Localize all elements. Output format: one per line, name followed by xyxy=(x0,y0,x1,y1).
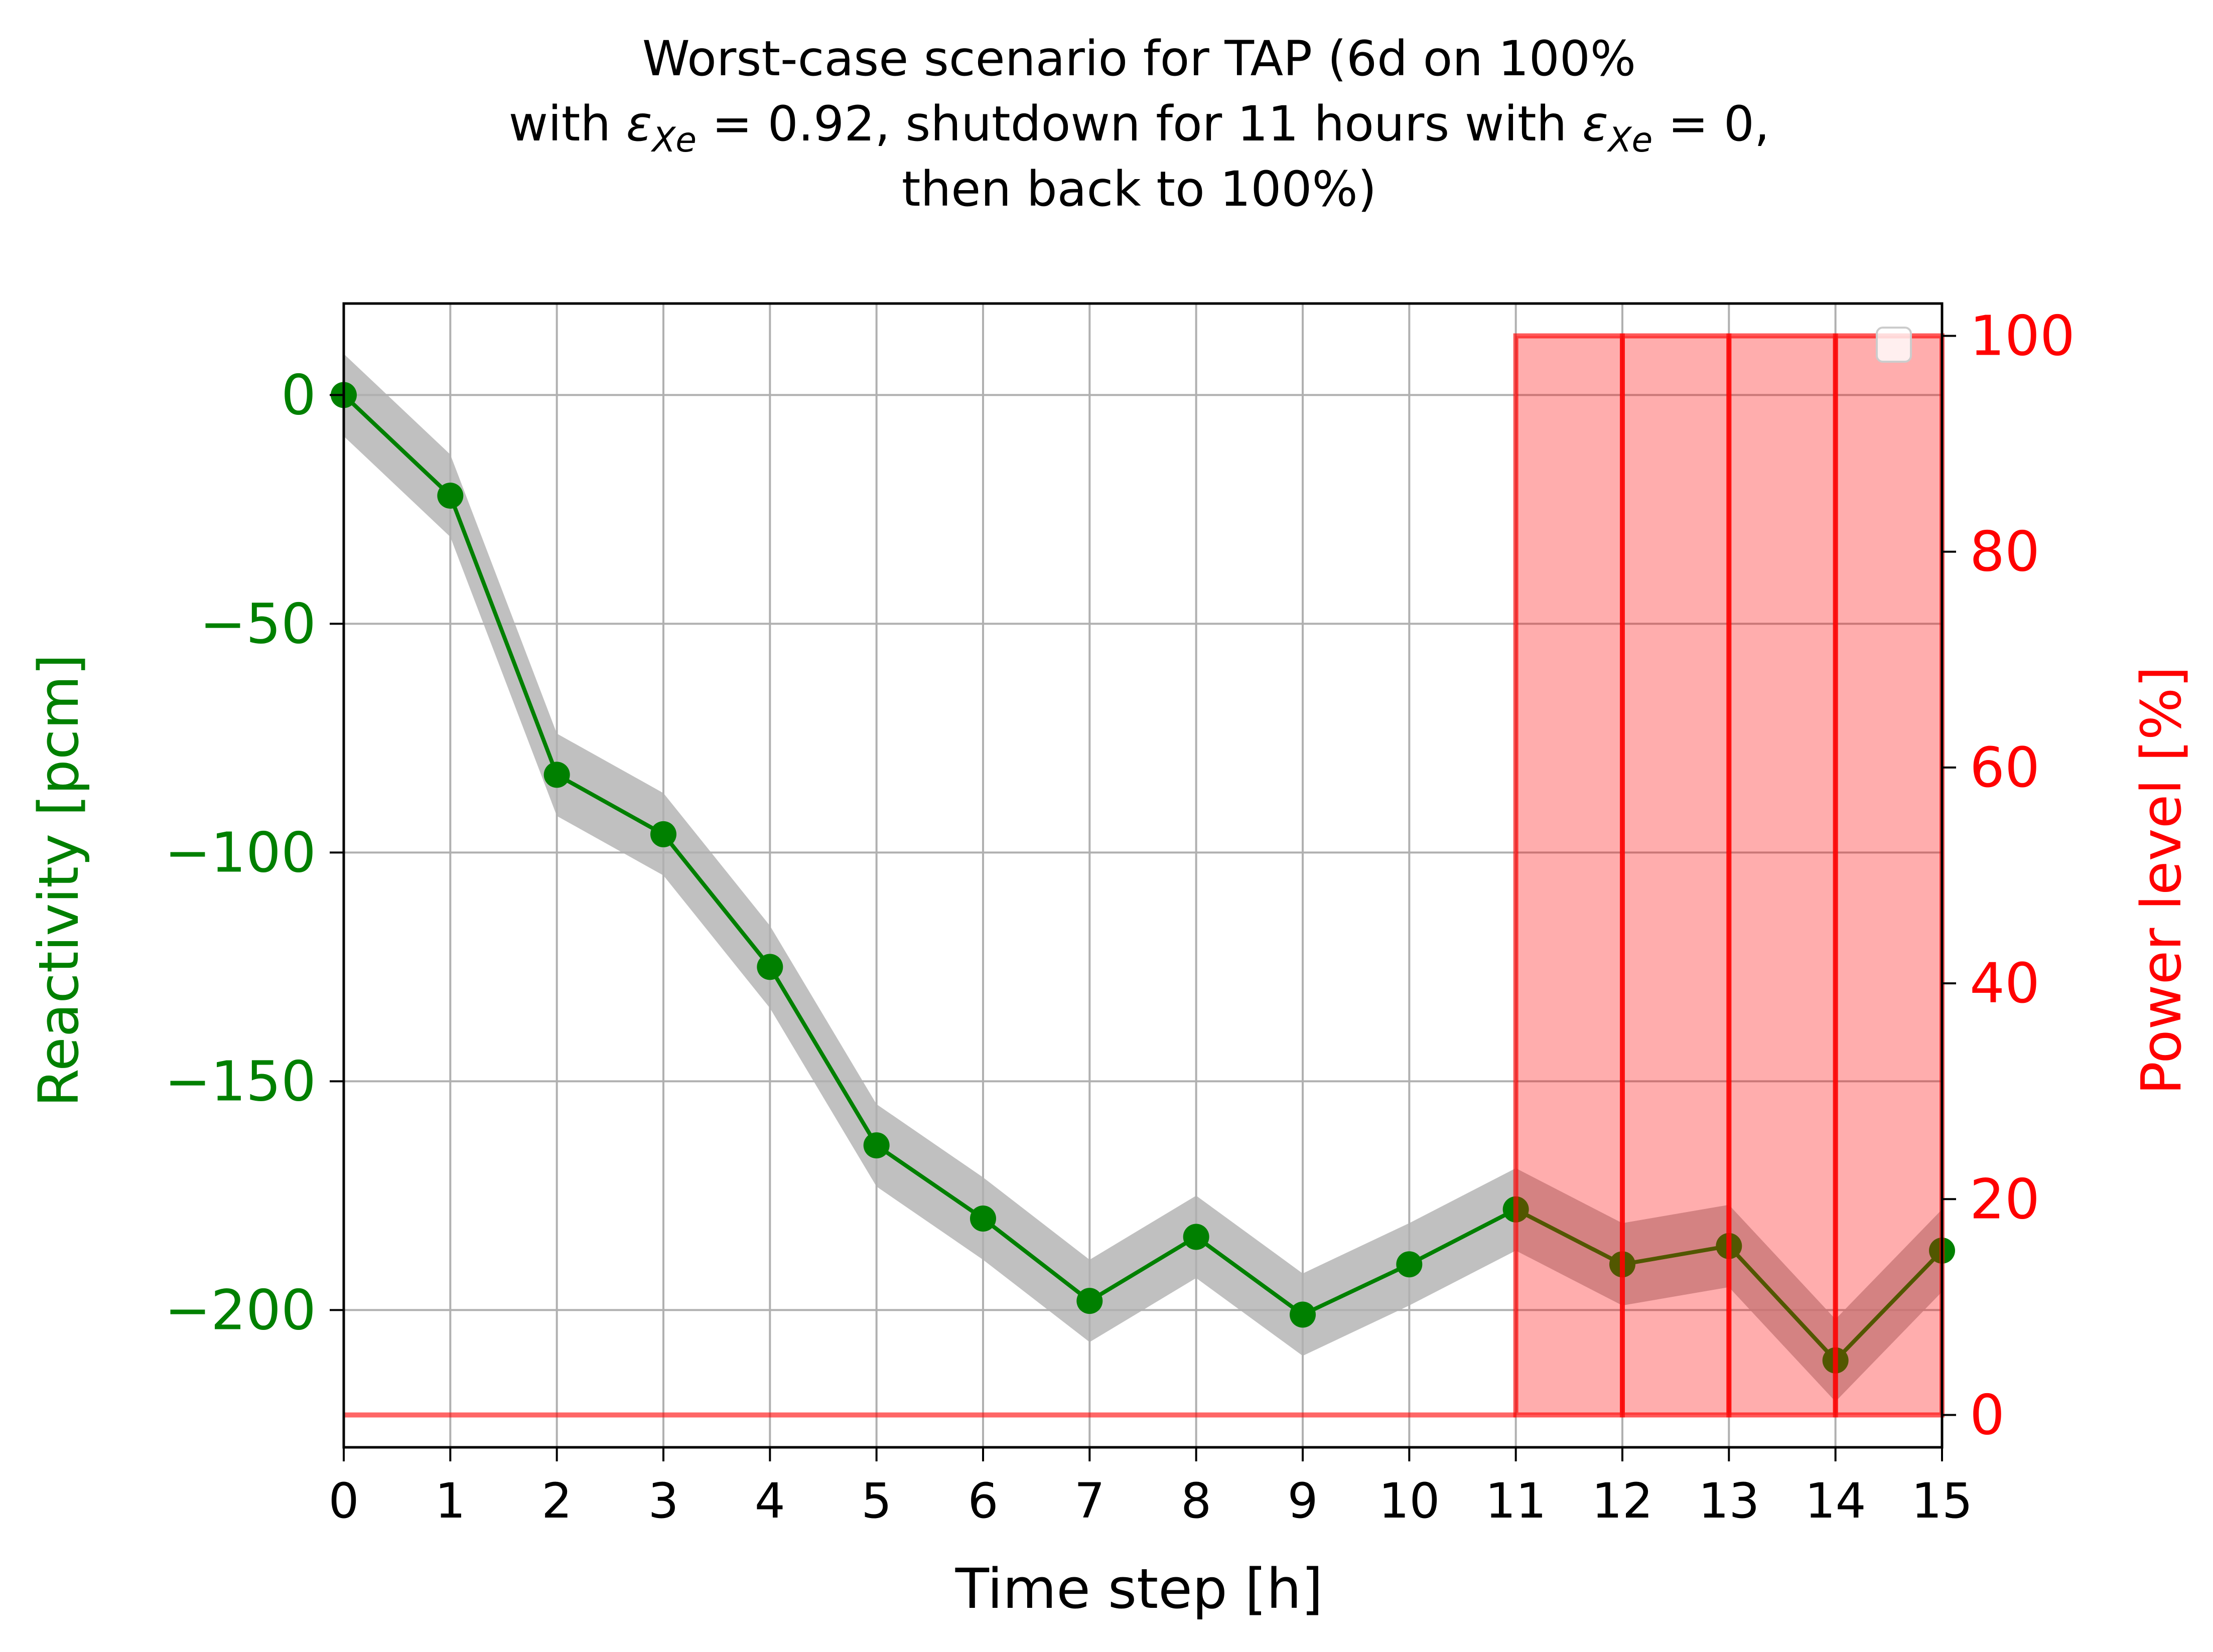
x-tick-label-0: 0 xyxy=(328,1473,359,1529)
uncertainty-band-area xyxy=(344,354,1942,1402)
x-axis-ticks: 0 1 2 3 4 5 6 7 8 9 10 11 12 13 14 15 xyxy=(328,1447,1973,1529)
x-tick-label-8: 8 xyxy=(1181,1473,1211,1529)
power-bar-14 xyxy=(1835,336,1942,1415)
x-tick-label-3: 3 xyxy=(648,1473,678,1529)
x-tick-label-1: 1 xyxy=(435,1473,466,1529)
legend-box xyxy=(1876,327,1912,363)
x-tick-label-6: 6 xyxy=(967,1473,998,1529)
x-tick-label-12: 12 xyxy=(1592,1473,1653,1529)
right-tick-label-0: 0 xyxy=(1970,1383,2005,1447)
uncertainty-band xyxy=(344,354,1942,1402)
reactivity-point-9 xyxy=(1290,1301,1316,1328)
x-tick-label-9: 9 xyxy=(1287,1473,1318,1529)
left-tick-label-0: 0 xyxy=(281,363,316,427)
reactivity-point-10 xyxy=(1396,1251,1423,1278)
x-tick-label-10: 10 xyxy=(1378,1473,1440,1529)
title-line-3: then back to 100%) xyxy=(902,161,1376,217)
title-line-1: Worst-case scenario for TAP (6d on 100% xyxy=(642,31,1636,87)
x-tick-label-13: 13 xyxy=(1698,1473,1759,1529)
reactivity-point-1 xyxy=(437,483,464,509)
x-tick-label-11: 11 xyxy=(1485,1473,1547,1529)
reactivity-series xyxy=(331,382,1955,1374)
right-axis-ticks: 0 20 40 60 80 100 xyxy=(1942,304,2075,1447)
legend xyxy=(1876,327,1912,363)
reactivity-point-7 xyxy=(1076,1288,1103,1314)
right-tick-label-100: 100 xyxy=(1970,304,2075,368)
x-tick-label-14: 14 xyxy=(1805,1473,1866,1529)
title-line-2: with εXe = 0.92, shutdown for 11 hours w… xyxy=(509,96,1770,160)
chart-title: Worst-case scenario for TAP (6d on 100% … xyxy=(509,31,1770,217)
reactivity-point-6 xyxy=(970,1206,996,1232)
reactivity-point-2 xyxy=(543,762,570,788)
left-tick-label--50: −50 xyxy=(200,591,316,656)
right-tick-label-20: 20 xyxy=(1970,1167,2040,1231)
plot-frame xyxy=(342,302,1944,1449)
left-axis-ticks: 0 −50 −100 −150 −200 xyxy=(165,363,344,1342)
reactivity-point-5 xyxy=(863,1132,890,1159)
x-tick-label-7: 7 xyxy=(1074,1473,1105,1529)
left-tick-label--100: −100 xyxy=(165,820,316,884)
x-tick-label-15: 15 xyxy=(1911,1473,1973,1529)
power-bar-12 xyxy=(1622,336,1729,1415)
left-axis-label: Reactivity [pcm] xyxy=(27,654,91,1107)
right-tick-label-40: 40 xyxy=(1970,951,2040,1015)
left-tick-label--200: −200 xyxy=(165,1278,316,1342)
reactivity-point-4 xyxy=(757,954,783,980)
x-tick-label-4: 4 xyxy=(755,1473,785,1529)
plot-frame-rect xyxy=(342,302,1944,1449)
reactivity-point-3 xyxy=(650,821,676,847)
power-bar-13 xyxy=(1729,336,1836,1415)
reactivity-line xyxy=(342,393,1944,1364)
left-tick-label--150: −150 xyxy=(165,1049,316,1113)
x-axis-label: Time step [h] xyxy=(955,1557,1323,1621)
power-series xyxy=(344,333,1945,1418)
right-tick-label-60: 60 xyxy=(1970,735,2040,800)
reactivity-point-8 xyxy=(1183,1224,1209,1250)
x-tick-label-2: 2 xyxy=(541,1473,572,1529)
right-tick-label-80: 80 xyxy=(1970,520,2040,584)
right-axis-label: Power level [%] xyxy=(2129,666,2193,1095)
power-bar-11 xyxy=(1515,336,1622,1415)
x-tick-label-5: 5 xyxy=(861,1473,892,1529)
